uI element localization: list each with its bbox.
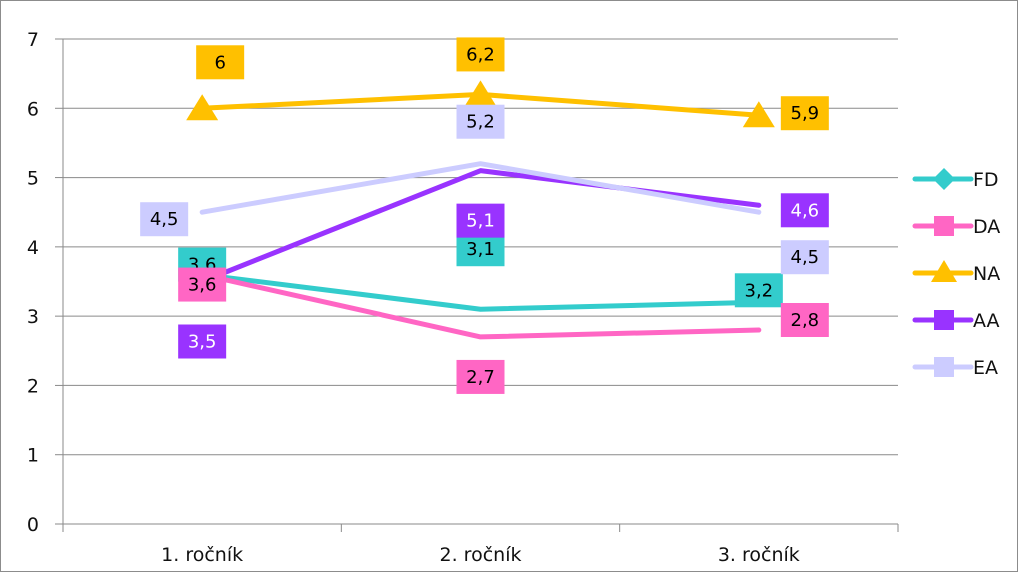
y-axis-tick-label-0: 0 bbox=[27, 514, 39, 536]
series-line-da bbox=[199, 272, 762, 340]
data-label-na-2: 6,2 bbox=[466, 44, 495, 65]
legend-marker-ea bbox=[934, 357, 954, 377]
y-axis-tick-label-5: 5 bbox=[27, 168, 39, 190]
data-label-box-fd-3 bbox=[734, 273, 783, 308]
data-label-fd-3: 3,2 bbox=[745, 280, 774, 301]
data-label-da-1: 3,6 bbox=[188, 275, 217, 296]
na-point-marker-3 bbox=[742, 101, 775, 128]
data-label-na-1: 6 bbox=[214, 52, 225, 73]
data-label-ea-1: 4,5 bbox=[150, 209, 179, 230]
data-label-box-ea-2 bbox=[456, 104, 505, 139]
data-label-box-aa-2 bbox=[456, 203, 505, 238]
legend-label-fd: FD bbox=[973, 169, 999, 191]
data-label-aa-1: 3,5 bbox=[188, 332, 217, 353]
data-label-ea-3: 4,5 bbox=[791, 247, 820, 268]
series-line-fd bbox=[199, 272, 762, 312]
data-label-box-na-1 bbox=[196, 45, 245, 80]
data-label-fd-2: 3,1 bbox=[466, 239, 495, 260]
series-line-ea bbox=[199, 161, 762, 215]
data-label-ea-2: 5,2 bbox=[466, 112, 495, 133]
y-axis-tick-label-2: 2 bbox=[27, 375, 39, 397]
data-label-da-3: 2,8 bbox=[791, 310, 820, 331]
series-lines bbox=[186, 80, 775, 340]
data-label-box-da-2 bbox=[456, 359, 505, 394]
data-label-da-2: 2,7 bbox=[466, 367, 495, 388]
data-label-box-aa-3 bbox=[780, 193, 829, 228]
legend-marker-da bbox=[934, 216, 954, 236]
x-axis-label-3: 3. ročník bbox=[718, 544, 800, 566]
data-label-box-da-1 bbox=[178, 267, 227, 302]
na-point-marker-1 bbox=[186, 94, 219, 121]
na-point-marker-2 bbox=[464, 80, 497, 107]
data-label-box-aa-1 bbox=[178, 324, 227, 359]
data-label-aa-2: 5,1 bbox=[466, 211, 495, 232]
data-label-na-3: 5,9 bbox=[791, 103, 820, 124]
y-axis-tick-label-1: 1 bbox=[27, 445, 39, 467]
y-axis-tick-label-3: 3 bbox=[27, 306, 39, 328]
legend-marker-na bbox=[931, 260, 957, 282]
data-labels: 3,63,13,23,62,72,86 6,25,93,55,1 4,64,55,2… bbox=[140, 37, 829, 394]
data-label-box-na-2 bbox=[456, 37, 505, 72]
data-label-box-fd-2 bbox=[456, 232, 505, 267]
data-label-box-ea-1 bbox=[140, 202, 189, 237]
legend-label-aa: AA bbox=[973, 310, 1000, 332]
x-axis-label-1: 1. ročník bbox=[161, 544, 243, 566]
y-axis-tick-label-4: 4 bbox=[27, 237, 39, 259]
legend: FD DA NA AA EA bbox=[912, 168, 1000, 379]
legend-label-ea: EA bbox=[973, 357, 998, 379]
data-label-box-ea-3 bbox=[780, 240, 829, 275]
y-axis-tick-label-6: 6 bbox=[27, 98, 39, 120]
legend-label-na: NA bbox=[973, 263, 1000, 285]
y-axis-tick-label-7: 7 bbox=[27, 29, 39, 51]
x-axis-label-2: 2. ročník bbox=[440, 544, 522, 566]
legend-marker-aa bbox=[934, 310, 954, 330]
data-label-aa-3: 4,6 bbox=[791, 200, 820, 221]
legend-marker-fd bbox=[933, 168, 955, 190]
legend-label-da: DA bbox=[973, 216, 1000, 238]
data-label-box-da-3 bbox=[780, 303, 829, 337]
data-label-box-na-3 bbox=[780, 96, 829, 131]
